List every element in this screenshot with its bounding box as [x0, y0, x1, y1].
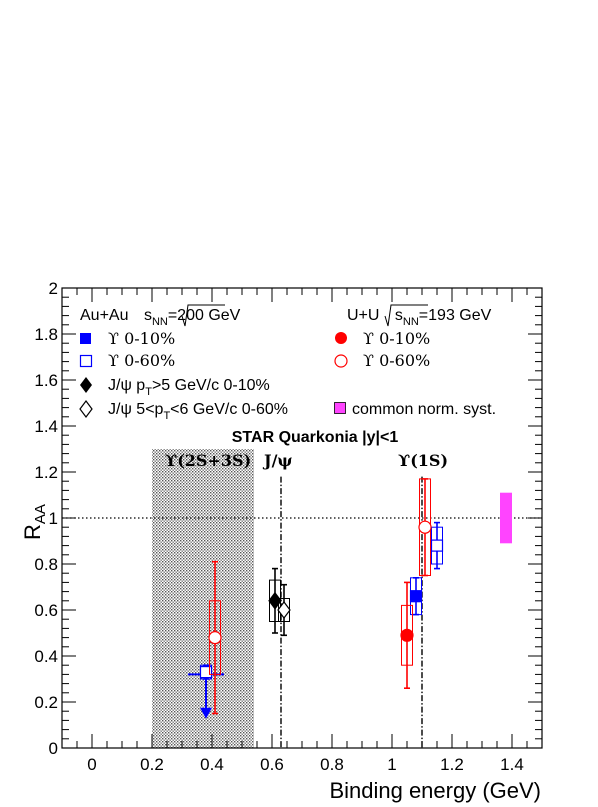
- legend-header-auau-s: s: [144, 307, 152, 324]
- upsilon_auau_010-point: [409, 590, 423, 603]
- legend-label-jpsi-010: J/ψ pT>5 GeV/c 0-10%: [108, 377, 270, 398]
- y-axis-label: RAA: [20, 504, 49, 540]
- jpsi-state-label: J/ψ: [262, 451, 292, 470]
- legend-label-jpsi-060-sub: T: [163, 410, 170, 422]
- legend-label-auau-010: ϒ 0-10%: [108, 329, 175, 348]
- upsilon_uu_010-point: [400, 628, 414, 642]
- x-tick-label: 0.6: [260, 755, 284, 774]
- legend-label-auau-060: ϒ 0-60%: [108, 351, 175, 370]
- legend-header-auau-tail: =200 GeV: [168, 307, 241, 324]
- upsilon-1s-state-label: ϒ(1S): [398, 451, 448, 470]
- legend-label-uu-010: ϒ 0-10%: [363, 329, 430, 348]
- legend-label-jpsi-010-a: J/ψ p: [108, 377, 145, 394]
- legend-marker-auau-060: [79, 354, 93, 368]
- legend-header-uu-s: s: [395, 307, 403, 324]
- legend-label-jpsi-060: J/ψ 5<pT<6 GeV/c 0-60%: [108, 401, 288, 422]
- y-axis-label-sub: AA: [32, 504, 49, 524]
- legend-marker-auau-010: [80, 333, 91, 344]
- y-tick-label: 0.2: [34, 693, 58, 712]
- legend-label-jpsi-010-b: >5 GeV/c 0-10%: [152, 377, 270, 394]
- legend-label-uu-060: ϒ 0-60%: [363, 351, 430, 370]
- shaded-region-label: ϒ(2S+3S): [165, 451, 251, 470]
- legend-header-auau-sub: NN: [152, 316, 168, 328]
- series-upsilon_auau_060: [199, 521, 444, 680]
- legend-marker-uu-010: [335, 332, 347, 344]
- legend-label-jpsi-010-sub: T: [145, 386, 152, 398]
- norm_syst-box: [500, 492, 512, 544]
- legend-header-auau: Au+Au sNN=200 GeV: [80, 307, 241, 328]
- x-tick-label: 1: [387, 755, 396, 774]
- series-upsilon_uu_060: [208, 478, 432, 715]
- upsilon_auau_060-point: [430, 539, 444, 552]
- series-norm_syst: [500, 492, 512, 544]
- legend-header-uu: U+U sNN=193 GeV: [347, 307, 492, 328]
- legend: Au+Au sNN=200 GeV ϒ 0-10% ϒ 0-60% J/ψ pT…: [79, 304, 496, 422]
- series-jpsi_010: [268, 567, 282, 634]
- legend-marker-jpsi-060: [79, 400, 93, 418]
- x-tick-label: 1.4: [500, 755, 524, 774]
- series-jpsi_060: [277, 583, 291, 637]
- x-tick-label: 0.2: [140, 755, 164, 774]
- jpsi_010-point: [268, 591, 282, 610]
- y-tick-label: 0.8: [34, 555, 58, 574]
- legend-marker-uu-060: [334, 354, 348, 368]
- legend-header-uu-tail: =193 GeV: [419, 307, 492, 324]
- legend-label-jpsi-060-b: <6 GeV/c 0-60%: [170, 401, 288, 418]
- y-tick-label: 1.6: [34, 371, 58, 390]
- legend-header-uu-main: U+U: [347, 307, 384, 324]
- y-tick-label: 1.4: [34, 417, 58, 436]
- x-tick-label: 0: [87, 755, 96, 774]
- upsilon_auau_060-point: [199, 665, 213, 679]
- legend-header-auau-main: Au+Au: [80, 307, 133, 324]
- chart-title: STAR Quarkonia |y|<1: [232, 429, 399, 446]
- y-tick-label: 1.8: [34, 325, 58, 344]
- legend-marker-jpsi-010: [80, 377, 92, 393]
- shaded-region-2s3s: [152, 449, 254, 748]
- y-tick-label: 1: [49, 509, 58, 528]
- y-axis-label-main: R: [20, 524, 45, 540]
- y-tick-label: 1.2: [34, 463, 58, 482]
- legend-auau-sqrt-sign: [181, 304, 225, 327]
- upsilon_uu_060-point: [208, 630, 222, 645]
- x-axis-label: Binding energy (GeV): [329, 778, 541, 803]
- legend-uu-sqrt-sign: [384, 304, 428, 327]
- legend-label-norm-syst: common norm. syst.: [352, 401, 496, 418]
- y-tick-label: 0.4: [34, 647, 58, 666]
- legend-header-uu-sub: NN: [403, 316, 419, 328]
- upsilon_auau_010-upper-limit-arrow: [200, 707, 212, 719]
- x-tick-label: 1.2: [440, 755, 464, 774]
- legend-marker-norm-syst: [334, 402, 346, 414]
- x-tick-label: 0.4: [200, 755, 224, 774]
- series-upsilon_uu_010: [400, 581, 414, 690]
- upsilon_uu_060-point: [418, 520, 432, 534]
- y-tick-label: 0.6: [34, 601, 58, 620]
- legend-label-jpsi-060-a: J/ψ 5<p: [108, 401, 164, 418]
- x-tick-label: 0.8: [320, 755, 344, 774]
- y-tick-label: 2: [49, 279, 58, 298]
- jpsi_060-point: [277, 601, 291, 619]
- y-tick-label: 0: [49, 739, 58, 758]
